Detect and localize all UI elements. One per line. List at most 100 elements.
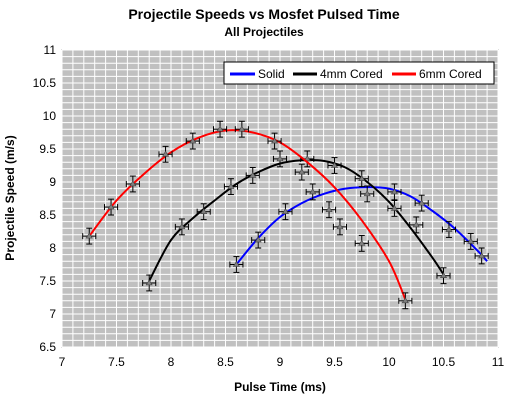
data-marker: [129, 180, 137, 187]
data-point: [142, 274, 157, 292]
x-tick-label: 7: [59, 355, 66, 369]
data-marker: [276, 155, 284, 162]
data-point: [174, 218, 189, 236]
x-axis-ticks: 7 7.5 8 8.5 9 9.5 10 10.5 11: [59, 355, 505, 369]
legend-label-solid: Solid: [258, 67, 285, 81]
data-point: [414, 194, 429, 212]
chart-subtitle: All Projectiles: [224, 25, 304, 39]
data-point: [278, 203, 293, 221]
x-tick-label: 10.5: [432, 355, 456, 369]
data-point: [158, 145, 173, 163]
data-marker: [298, 168, 306, 175]
grid: [61, 49, 499, 348]
data-point: [322, 201, 337, 219]
data-point: [294, 163, 309, 181]
data-marker: [445, 225, 453, 232]
data-point: [441, 221, 456, 238]
y-tick-label: 10: [43, 109, 57, 123]
data-marker: [227, 183, 235, 189]
data-marker: [330, 161, 339, 168]
data-point: [104, 198, 119, 216]
data-marker: [412, 221, 420, 228]
data-marker: [439, 272, 448, 279]
x-tick-label: 8.5: [217, 355, 234, 369]
data-point: [223, 178, 238, 196]
data-point: [387, 183, 402, 201]
data-marker: [200, 208, 208, 214]
data-point: [387, 199, 402, 217]
data-point: [436, 267, 451, 285]
data-point: [474, 247, 489, 265]
data-marker: [390, 188, 398, 195]
series-4mm-cored: [142, 150, 451, 292]
data-marker: [232, 260, 240, 267]
data-marker: [254, 236, 262, 243]
data-marker: [390, 204, 398, 211]
data-point: [251, 231, 266, 249]
data-point: [196, 203, 211, 221]
y-tick-label: 7.5: [39, 274, 56, 288]
y-tick-label: 9: [49, 175, 56, 189]
trend-line-4mm-cored: [148, 158, 445, 282]
y-tick-label: 10.5: [33, 76, 57, 90]
x-tick-label: 8: [168, 355, 175, 369]
x-axis-title: Pulse Time (ms): [234, 380, 326, 394]
series-layer: [82, 120, 489, 310]
data-point: [463, 232, 478, 250]
data-point: [305, 183, 320, 201]
data-marker: [238, 125, 246, 132]
data-point: [267, 132, 282, 150]
x-tick-label: 11: [492, 355, 505, 369]
data-marker: [467, 237, 475, 244]
data-marker: [145, 279, 153, 286]
data-point: [332, 218, 347, 236]
legend-label-4mm: 4mm Cored: [320, 67, 383, 81]
data-marker: [249, 171, 257, 178]
data-marker: [358, 239, 366, 246]
data-point: [354, 170, 369, 188]
data-marker: [107, 203, 115, 210]
x-tick-label: 9: [277, 355, 284, 369]
data-point: [354, 234, 369, 252]
data-point: [272, 150, 288, 168]
data-point: [185, 132, 200, 150]
data-point: [229, 256, 244, 273]
data-point: [360, 185, 375, 203]
data-point: [398, 292, 413, 310]
y-tick-label: 6.5: [39, 340, 56, 354]
legend: Solid 4mm Cored 6mm Cored: [223, 61, 495, 85]
data-marker: [325, 206, 333, 213]
data-marker: [358, 175, 366, 181]
x-tick-label: 9.5: [326, 355, 343, 369]
data-marker: [478, 252, 486, 259]
data-marker: [401, 297, 409, 304]
trend-line-6mm-cored: [88, 129, 407, 300]
data-marker: [189, 137, 197, 144]
data-marker: [216, 125, 224, 132]
legend-box: [223, 61, 495, 85]
data-marker: [271, 137, 279, 144]
data-point: [125, 175, 140, 193]
data-marker: [418, 199, 426, 206]
data-point: [245, 166, 260, 184]
y-tick-label: 7: [49, 307, 56, 321]
data-point: [327, 157, 342, 174]
data-marker: [178, 223, 186, 230]
data-marker: [162, 150, 170, 157]
x-tick-label: 7.5: [108, 355, 125, 369]
data-marker: [309, 188, 317, 195]
y-axis-title: Projectile Speed (m/s): [3, 135, 17, 260]
series-solid: [229, 183, 489, 273]
y-tick-label: 9.5: [39, 142, 56, 156]
series-6mm-cored: [82, 120, 413, 310]
data-point: [234, 120, 249, 138]
data-marker: [363, 190, 371, 197]
data-point: [82, 227, 97, 245]
data-marker: [281, 208, 289, 214]
y-tick-label: 11: [44, 43, 57, 57]
data-marker: [85, 232, 93, 239]
y-axis-ticks: 6.5 7 7.5 8 8.5 9 9.5 10 10.5 11: [33, 43, 57, 354]
x-tick-label: 10: [382, 355, 396, 369]
data-marker: [336, 223, 344, 230]
